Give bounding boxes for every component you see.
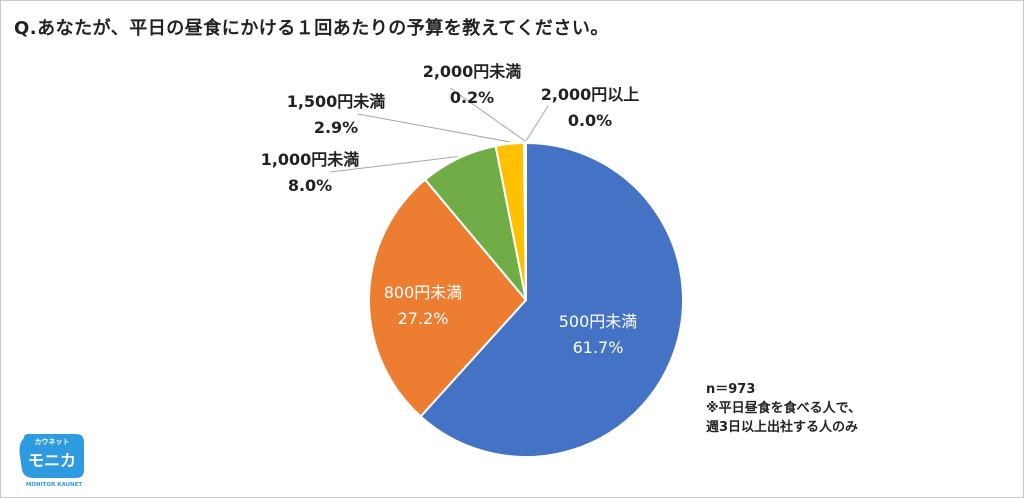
slice-800 — [368, 178, 528, 418]
slice-value-1500: 2.9% — [314, 118, 358, 137]
sample-size: n＝973 — [706, 382, 756, 397]
slice-label-2000: 2,000円未満 — [423, 62, 522, 81]
sample-note: n＝973 ※平日昼食を食べる人で、 週3日以上出社する人のみ — [706, 380, 861, 437]
slice-value-2000: 0.2% — [450, 88, 494, 107]
leader-line-1500 — [357, 113, 510, 143]
leader-line-2000 — [449, 87, 526, 142]
page-title: Q.あなたが、平日の昼食にかける１回あたりの予算を教えてください。 — [14, 18, 609, 39]
leader-line-2000 — [525, 105, 549, 142]
slice-label-500: 500円未満 — [559, 312, 638, 331]
slice-label-1500: 1,500円未満 — [287, 92, 386, 111]
slice-500 — [419, 141, 684, 458]
slice-label-1000: 1,000円未満 — [261, 150, 360, 169]
slice-value-2000: 0.0% — [568, 111, 612, 130]
slice-value-500: 61.7% — [573, 338, 624, 357]
slice-2000 — [523, 141, 527, 301]
slice-label-2000: 2,000円以上 — [541, 85, 640, 104]
monica-logo: カウネット モニカ MONITOR KAUNET — [19, 434, 84, 488]
condition-line-2: 週3日以上出社する人のみ — [706, 420, 859, 435]
slice-value-800: 27.2% — [398, 309, 449, 328]
svg-text:MONITOR KAUNET: MONITOR KAUNET — [26, 482, 83, 488]
leader-line-1000 — [329, 156, 458, 173]
slice-value-1000: 8.0% — [288, 176, 332, 195]
svg-text:モニカ: モニカ — [28, 451, 76, 470]
condition-line-1: ※平日昼食を食べる人で、 — [706, 401, 862, 416]
slice-label-800: 800円未満 — [384, 283, 463, 302]
svg-text:カウネット: カウネット — [35, 437, 70, 446]
